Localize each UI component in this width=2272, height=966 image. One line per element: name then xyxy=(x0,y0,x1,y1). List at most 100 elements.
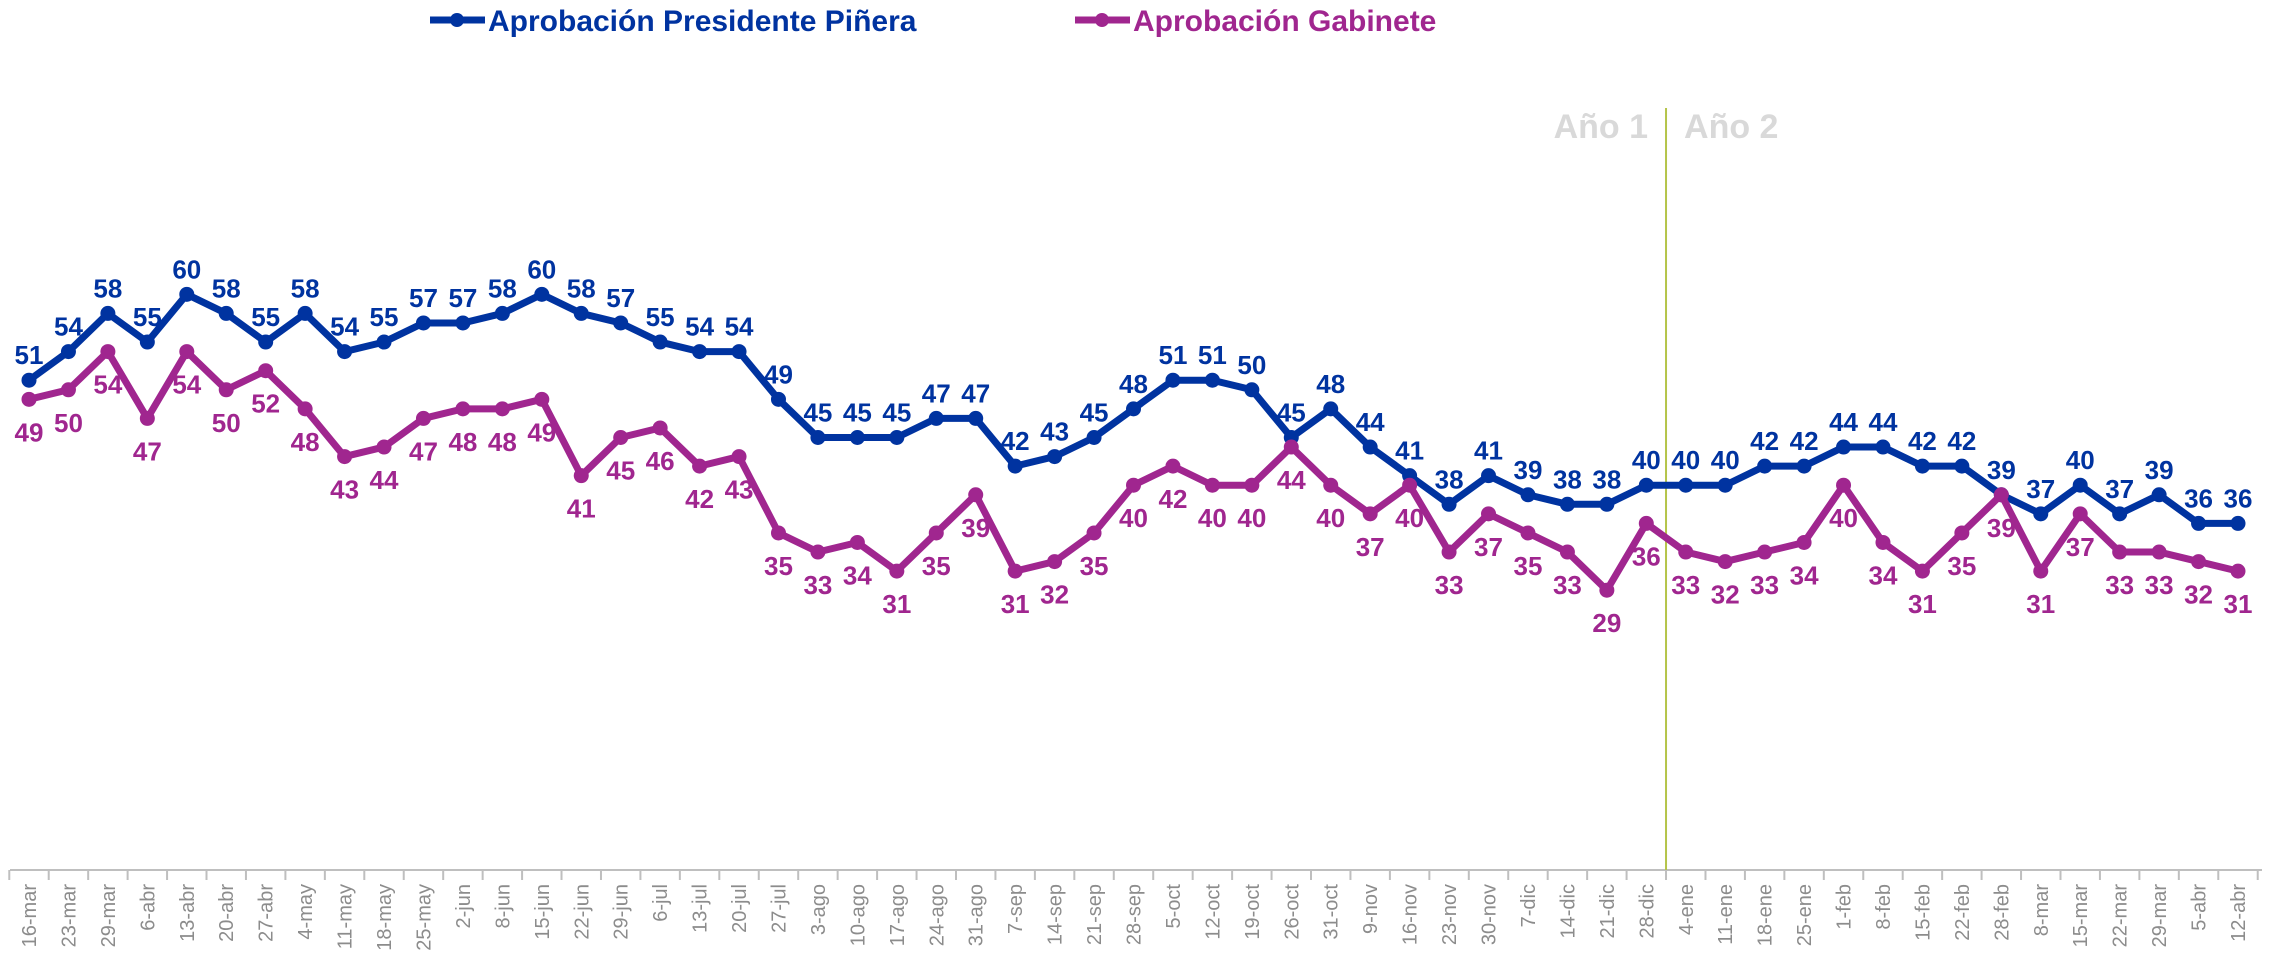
data-label: 40 xyxy=(2066,445,2095,475)
data-point xyxy=(968,487,984,503)
x-tick-label: 21-sep xyxy=(1084,884,1106,945)
data-label: 37 xyxy=(2026,474,2055,504)
data-point xyxy=(573,305,589,321)
data-point xyxy=(1954,458,1970,474)
data-point xyxy=(218,305,234,321)
x-tick-label: 23-mar xyxy=(58,884,80,948)
data-point xyxy=(692,458,708,474)
data-point xyxy=(21,372,37,388)
data-point xyxy=(928,410,944,426)
data-point xyxy=(1796,458,1812,474)
x-tick-label: 25-ene xyxy=(1794,884,1816,946)
x-tick-label: 7-sep xyxy=(1005,884,1027,934)
data-label: 49 xyxy=(15,417,44,447)
data-point xyxy=(455,315,471,331)
data-point xyxy=(2151,544,2167,560)
data-point xyxy=(2033,563,2049,579)
x-tick-label: 16-mar xyxy=(19,884,41,948)
x-tick-label: 1-feb xyxy=(1834,884,1856,930)
data-label: 33 xyxy=(803,570,832,600)
data-point xyxy=(1402,477,1418,493)
data-label: 41 xyxy=(567,494,596,524)
data-point xyxy=(1204,372,1220,388)
data-point xyxy=(1836,477,1852,493)
annotation: Año 1 xyxy=(1554,108,1648,146)
data-point xyxy=(1126,477,1141,493)
x-tick-label: 20-jul xyxy=(729,884,751,933)
data-point xyxy=(179,344,195,360)
data-label: 44 xyxy=(1356,407,1385,437)
data-label: 34 xyxy=(843,560,872,590)
data-point xyxy=(2230,515,2246,531)
x-tick-label: 27-abr xyxy=(256,884,278,942)
x-tick-label: 31-ago xyxy=(966,884,988,946)
data-point xyxy=(1047,449,1063,465)
data-label: 43 xyxy=(1040,417,1069,447)
data-label: 42 xyxy=(1158,484,1187,514)
data-label: 31 xyxy=(2026,589,2055,619)
data-label: 58 xyxy=(488,273,517,303)
data-label: 58 xyxy=(567,273,596,303)
data-label: 40 xyxy=(1316,503,1345,533)
data-label: 41 xyxy=(1395,436,1424,466)
data-label: 33 xyxy=(1750,570,1779,600)
data-label: 41 xyxy=(1474,436,1503,466)
data-point xyxy=(692,344,708,360)
x-tick-label: 8-mar xyxy=(2031,884,2053,937)
x-tick-label: 16-nov xyxy=(1400,884,1422,945)
data-label: 55 xyxy=(370,302,399,332)
x-tick-label: 19-oct xyxy=(1242,884,1264,940)
data-point xyxy=(139,334,155,350)
data-point xyxy=(376,334,392,350)
data-label: 40 xyxy=(1395,503,1424,533)
data-label: 46 xyxy=(646,446,675,476)
data-point xyxy=(1836,439,1852,455)
data-point xyxy=(613,315,629,331)
data-label: 48 xyxy=(1119,369,1148,399)
x-tick-label: 9-nov xyxy=(1360,884,1382,934)
data-point xyxy=(1638,515,1654,531)
data-label: 55 xyxy=(133,302,162,332)
data-point xyxy=(1323,477,1339,493)
x-tick-label: 5-oct xyxy=(1163,884,1185,929)
data-label: 42 xyxy=(1908,426,1937,456)
data-label: 31 xyxy=(1908,589,1937,619)
data-label: 47 xyxy=(961,378,990,408)
data-point xyxy=(2191,554,2207,570)
x-tick-label: 29-jun xyxy=(611,884,633,940)
data-label: 57 xyxy=(448,283,477,313)
x-tick-label: 14-sep xyxy=(1045,884,1067,945)
data-point xyxy=(1086,525,1102,541)
data-label: 40 xyxy=(1632,445,1661,475)
data-label: 40 xyxy=(1711,445,1740,475)
data-label: 33 xyxy=(1671,570,1700,600)
data-point xyxy=(889,563,905,579)
x-tick-label: 12-abr xyxy=(2228,884,2250,942)
data-label: 54 xyxy=(685,312,714,342)
data-point xyxy=(376,439,392,455)
data-point xyxy=(2151,487,2167,503)
data-point xyxy=(415,410,431,426)
data-point xyxy=(258,363,274,379)
data-label: 51 xyxy=(15,340,44,370)
data-label: 54 xyxy=(330,312,359,342)
data-point xyxy=(1520,525,1536,541)
data-point xyxy=(100,305,116,321)
x-tick-label: 22-mar xyxy=(2110,884,2132,948)
data-point xyxy=(731,344,747,360)
data-label: 40 xyxy=(1671,445,1700,475)
data-point xyxy=(1362,439,1378,455)
data-point xyxy=(1559,496,1575,512)
data-label: 37 xyxy=(2066,532,2095,562)
data-label: 58 xyxy=(212,273,241,303)
x-tick-label: 28-feb xyxy=(1991,884,2013,941)
data-label: 35 xyxy=(922,551,951,581)
data-label: 54 xyxy=(725,312,754,342)
data-label: 32 xyxy=(1711,580,1740,610)
data-point xyxy=(1047,554,1063,570)
data-label: 57 xyxy=(409,283,438,313)
data-label: 35 xyxy=(1514,551,1543,581)
data-point xyxy=(1441,496,1457,512)
x-tick-label: 29-mar xyxy=(2149,884,2171,948)
